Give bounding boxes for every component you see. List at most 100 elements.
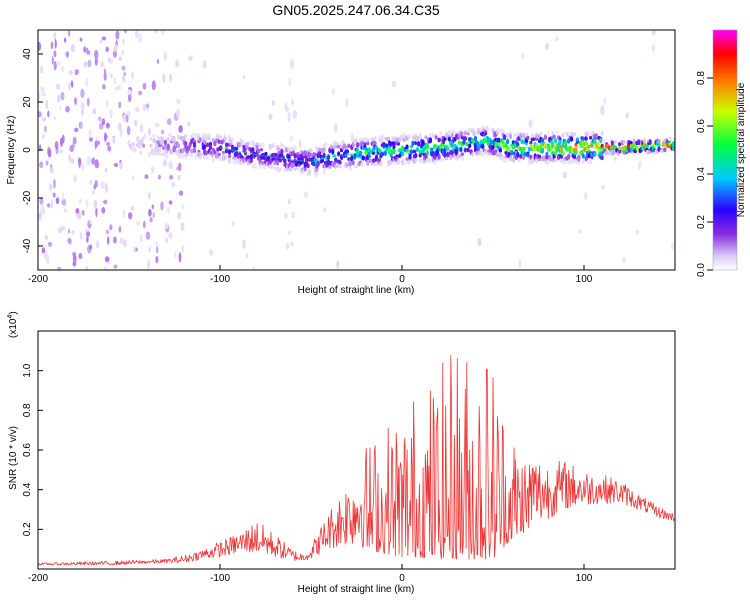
spectrogram-signal-cell bbox=[570, 136, 574, 142]
spectrogram-noise-cell bbox=[115, 30, 120, 40]
spectrogram-noise-cell bbox=[518, 258, 522, 269]
spectrogram-signal-cell bbox=[481, 151, 485, 157]
spectrogram-noise-cell bbox=[671, 242, 675, 250]
spectrogram-signal-cell bbox=[561, 150, 565, 156]
spectrogram-signal-cell bbox=[471, 152, 475, 157]
spectrogram-noise-cell bbox=[291, 211, 295, 219]
spectrogram-noise-cell bbox=[122, 74, 125, 80]
spectrogram-noise-cell bbox=[162, 73, 166, 83]
spectrogram-signal-cell bbox=[575, 137, 580, 142]
spectrogram-noise-cell bbox=[157, 174, 161, 180]
spectrogram-signal-cell bbox=[472, 130, 476, 136]
spectrogram-noise-cell bbox=[74, 97, 77, 106]
spectrogram-noise-cell bbox=[104, 256, 110, 263]
spectrogram-noise-cell bbox=[304, 191, 308, 198]
snr-x-tick-label: -100 bbox=[210, 573, 230, 584]
spectrogram-y-ticks: -40 -20 0 20 40 bbox=[22, 48, 43, 253]
spectrogram-signal-cell bbox=[316, 160, 320, 167]
spectrogram-noise-cell bbox=[614, 156, 617, 162]
spectrogram-signal-cell bbox=[457, 140, 462, 145]
spectrogram-noise-cell bbox=[100, 180, 105, 189]
spectrogram-signal-cell bbox=[421, 140, 425, 146]
spectrogram-signal-cell bbox=[363, 144, 367, 149]
spectrogram-signal-cell bbox=[204, 150, 208, 156]
spectrogram-noise-cell bbox=[79, 232, 83, 240]
spectrogram-noise-cell bbox=[145, 231, 151, 240]
spectrogram-noise-cell bbox=[54, 38, 57, 49]
spectrogram-signal-cell bbox=[334, 164, 338, 169]
spectrogram-signal-cell bbox=[227, 149, 232, 155]
spectrogram-signal-cell bbox=[383, 150, 387, 156]
spectrogram-signal-cell bbox=[280, 149, 284, 155]
spectrogram-signal-cell bbox=[176, 143, 181, 149]
spectrogram-noise-cell bbox=[68, 30, 71, 37]
spectrogram-noise-cell bbox=[298, 139, 302, 149]
spectrogram-y-label: Frequency (Hz) bbox=[6, 116, 17, 185]
spectrogram-x-tick-label: -100 bbox=[210, 274, 230, 285]
spectrogram-signal-cell bbox=[427, 158, 431, 163]
spectrogram-noise-cell bbox=[109, 108, 113, 119]
spectrogram-noise-cell bbox=[63, 208, 67, 214]
spectrogram-signal-cell bbox=[431, 133, 435, 138]
spectrogram-noise-cell bbox=[123, 239, 127, 248]
spectrogram-signal-cell bbox=[506, 138, 510, 145]
spectrogram-noise-cell bbox=[105, 46, 109, 53]
spectrogram-noise-cell bbox=[118, 55, 122, 62]
spectrogram-signal-cell bbox=[268, 144, 272, 151]
spectrogram-noise-cell bbox=[175, 59, 180, 68]
spectrogram-signal-cell bbox=[206, 156, 210, 161]
spectrogram-signal-cell bbox=[379, 161, 383, 167]
spectrogram-signal-cell bbox=[283, 167, 287, 173]
spectrogram-signal-cell bbox=[513, 133, 517, 137]
spectrogram-signal-cell bbox=[133, 147, 137, 153]
spectrogram-noise-cell bbox=[100, 60, 104, 68]
spectrogram-noise-cell bbox=[89, 179, 93, 186]
spectrogram-noise-cell bbox=[57, 227, 63, 234]
spectrogram-noise-cell bbox=[87, 50, 91, 55]
spectrogram-signal-cell bbox=[519, 134, 523, 139]
spectrogram-noise-cell bbox=[135, 30, 139, 39]
spectrogram-noise-cell bbox=[477, 237, 482, 247]
spectrogram-signal-cell bbox=[602, 139, 606, 144]
spectrogram-signal-cell bbox=[546, 130, 550, 135]
spectrogram-signal-cell bbox=[322, 152, 326, 159]
spectrogram-signal-cell bbox=[648, 139, 652, 146]
snr-series-line bbox=[38, 355, 675, 566]
spectrogram-signal-cell bbox=[345, 149, 349, 154]
spectrogram-noise-cell bbox=[121, 65, 126, 71]
spectrogram-signal-cell bbox=[412, 149, 416, 154]
spectrogram-noise-cell bbox=[242, 239, 246, 249]
spectrogram-noise-cell bbox=[105, 122, 110, 129]
spectrogram-noise-cell bbox=[89, 220, 93, 225]
spectrogram-signal-cell bbox=[204, 133, 208, 137]
spectrogram-signal-cell bbox=[545, 152, 549, 156]
spectrogram-signal-cell bbox=[539, 131, 543, 136]
spectrogram-signal-cell bbox=[407, 160, 411, 165]
spectrogram-signal-cell bbox=[559, 159, 564, 164]
spectrogram-noise-cell bbox=[171, 181, 176, 188]
spectrogram-noise-cell bbox=[78, 160, 81, 169]
spectrogram-signal-cell bbox=[418, 132, 422, 139]
spectrogram-signal-cell bbox=[411, 140, 415, 147]
spectrogram-noise-cell bbox=[155, 241, 158, 247]
colorbar-tick-label: 0.2 bbox=[696, 215, 707, 229]
spectrogram-noise-cell bbox=[47, 110, 50, 118]
spectrogram-noise-cell bbox=[113, 77, 117, 84]
spectrogram-signal-cell bbox=[460, 155, 464, 162]
spectrogram-noise-cell bbox=[180, 222, 185, 231]
spectrogram-noise-cell bbox=[52, 192, 56, 198]
spectrogram-noise-cell bbox=[323, 207, 327, 213]
spectrogram-signal-cell bbox=[593, 139, 597, 145]
snr-x-label: Height of straight line (km) bbox=[298, 584, 415, 595]
spectrogram-signal-cell bbox=[230, 137, 234, 142]
spectrogram-noise-cell bbox=[601, 184, 605, 190]
spectrogram-signal-cell bbox=[443, 137, 447, 141]
snr-frame bbox=[37, 330, 676, 570]
spectrogram-signal-cell bbox=[213, 140, 217, 147]
spectrogram-signal-cell bbox=[351, 160, 355, 166]
spectrogram-signal-cell bbox=[200, 153, 204, 157]
spectrogram-signal-cell bbox=[328, 165, 332, 169]
spectrogram-noise-cell bbox=[156, 246, 159, 254]
spectrogram-noise-cell bbox=[176, 108, 181, 118]
spectrogram-signal-cell bbox=[217, 139, 221, 144]
